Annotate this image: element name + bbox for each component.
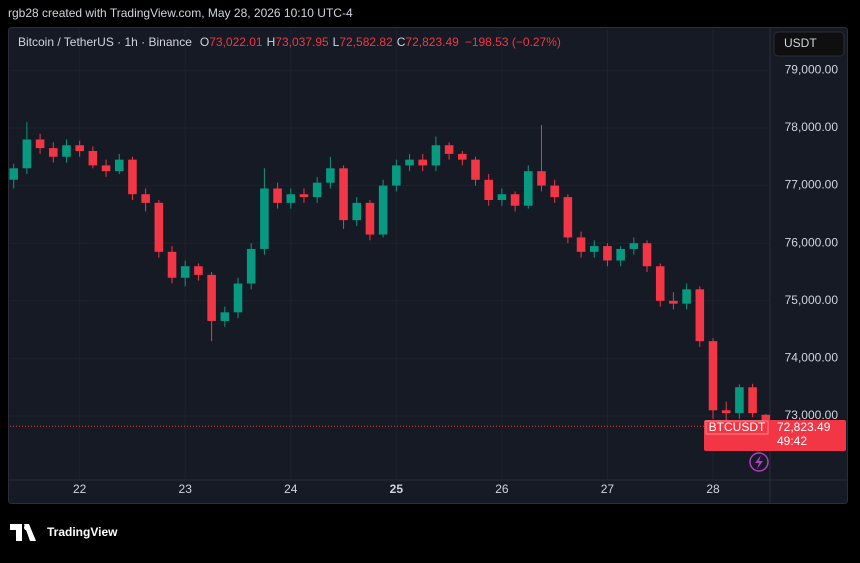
candle-body — [339, 168, 348, 221]
candle-body — [418, 159, 428, 166]
x-tick-label: 25 — [390, 482, 404, 496]
candle-body — [233, 283, 243, 313]
candle-body — [603, 246, 612, 261]
candle-body — [114, 159, 124, 172]
candle-body — [141, 194, 150, 203]
candle-body — [537, 171, 546, 186]
candle-body — [708, 341, 718, 411]
brand: TradingView — [47, 525, 118, 539]
candle-body — [471, 159, 480, 180]
candle-body — [194, 266, 203, 275]
candle-body — [273, 188, 282, 203]
candle-body — [484, 179, 493, 200]
x-tick-label: 23 — [179, 482, 193, 496]
price-tag-label: 72,823.49 — [777, 420, 831, 434]
countdown: 49:42 — [777, 434, 807, 448]
candle-body — [735, 387, 744, 414]
legend: Bitcoin / TetherUS · 1h · Binance O73,022… — [18, 35, 561, 49]
candle-body — [9, 168, 18, 180]
candle-body — [655, 266, 665, 301]
candle-body — [458, 153, 467, 160]
candle-body — [128, 159, 137, 195]
candle-body — [721, 410, 731, 414]
ohlc: O73,022.01 H73,037.95 L72,582.82 C72,823.49 — [200, 35, 459, 49]
currency-button-label[interactable]: USDT — [784, 36, 817, 50]
candle-body — [616, 248, 625, 261]
y-tick-label: 75,000.00 — [785, 293, 839, 307]
legend-title: Bitcoin / TetherUS · 1h · Binance — [18, 35, 192, 49]
candle-body — [563, 197, 573, 238]
legend-key: H — [267, 35, 276, 49]
candle-body — [167, 251, 177, 278]
legend-value: 72,582.82 — [339, 35, 393, 49]
candle-body — [550, 185, 559, 198]
candle-body — [695, 289, 705, 342]
y-tick-label: 74,000.00 — [785, 351, 839, 365]
candle-body — [365, 202, 375, 235]
candle-body — [444, 145, 454, 154]
alert-bolt — [755, 455, 763, 469]
chart-panel — [8, 27, 848, 504]
candle-body — [286, 194, 296, 203]
y-tick-label: 76,000.00 — [785, 235, 839, 249]
candle-body — [62, 145, 71, 157]
candle-body — [88, 150, 98, 166]
x-tick-label: 24 — [284, 482, 298, 496]
candle-body — [378, 185, 388, 235]
candle-body — [642, 243, 652, 267]
plot: 73,000.00 74,000.00 75,000.00 76,000.00 77,0… — [8, 28, 848, 503]
candle-body — [260, 188, 269, 249]
legend-value: 73,037.95 — [275, 35, 329, 49]
candle-body — [431, 145, 441, 166]
candle-body — [392, 165, 401, 186]
candle-body — [180, 266, 190, 278]
legend-value: 72,823.49 — [405, 35, 459, 49]
legend-key: L — [333, 35, 340, 49]
x-tick-label: 28 — [706, 482, 720, 496]
candle-body — [326, 168, 335, 183]
x-tick-label: 27 — [601, 482, 615, 496]
y-tick-label: 77,000.00 — [785, 178, 839, 192]
candle-body — [523, 171, 533, 206]
logo-dot — [24, 524, 30, 531]
candle-body — [22, 139, 32, 169]
candle-body — [101, 165, 111, 172]
symbol-tag — [705, 420, 769, 435]
candle-body — [405, 159, 414, 166]
x-tick-label: 26 — [495, 482, 509, 496]
y-tick-label: 78,000.00 — [785, 120, 839, 134]
candle-body — [576, 237, 586, 252]
candle-body — [207, 274, 216, 321]
currency-button[interactable] — [773, 31, 845, 57]
candle-body — [299, 194, 309, 198]
candle-body — [75, 145, 84, 151]
candle-body — [682, 289, 691, 304]
x-tick-label: 22 — [73, 482, 87, 496]
alert-icon[interactable] — [749, 452, 769, 472]
candle-body — [352, 202, 362, 221]
candle-body — [220, 312, 230, 321]
candle-body — [35, 139, 45, 149]
candle-body — [246, 248, 256, 284]
candle-body — [629, 243, 639, 249]
candle-body — [510, 194, 520, 206]
legend-key: O — [200, 35, 209, 49]
y-tick-label: 79,000.00 — [785, 63, 839, 77]
candle-body — [748, 387, 757, 414]
symbol-tag-label: BTCUSDT — [709, 420, 766, 434]
candle-body — [312, 182, 322, 198]
legend-change: −198.53 (−0.27%) — [465, 35, 561, 49]
candle-body — [589, 246, 599, 252]
credit: rgb28 created with TradingView.com, May … — [8, 6, 353, 20]
legend-key: C — [397, 35, 406, 49]
candle-body — [669, 300, 678, 304]
candle-body — [48, 148, 58, 157]
candle-body — [154, 202, 164, 252]
brand-logo — [10, 524, 36, 541]
y-tick-label: 73,000.00 — [785, 408, 839, 422]
legend-value: 73,022.01 — [209, 35, 263, 49]
candle-body — [497, 194, 507, 200]
